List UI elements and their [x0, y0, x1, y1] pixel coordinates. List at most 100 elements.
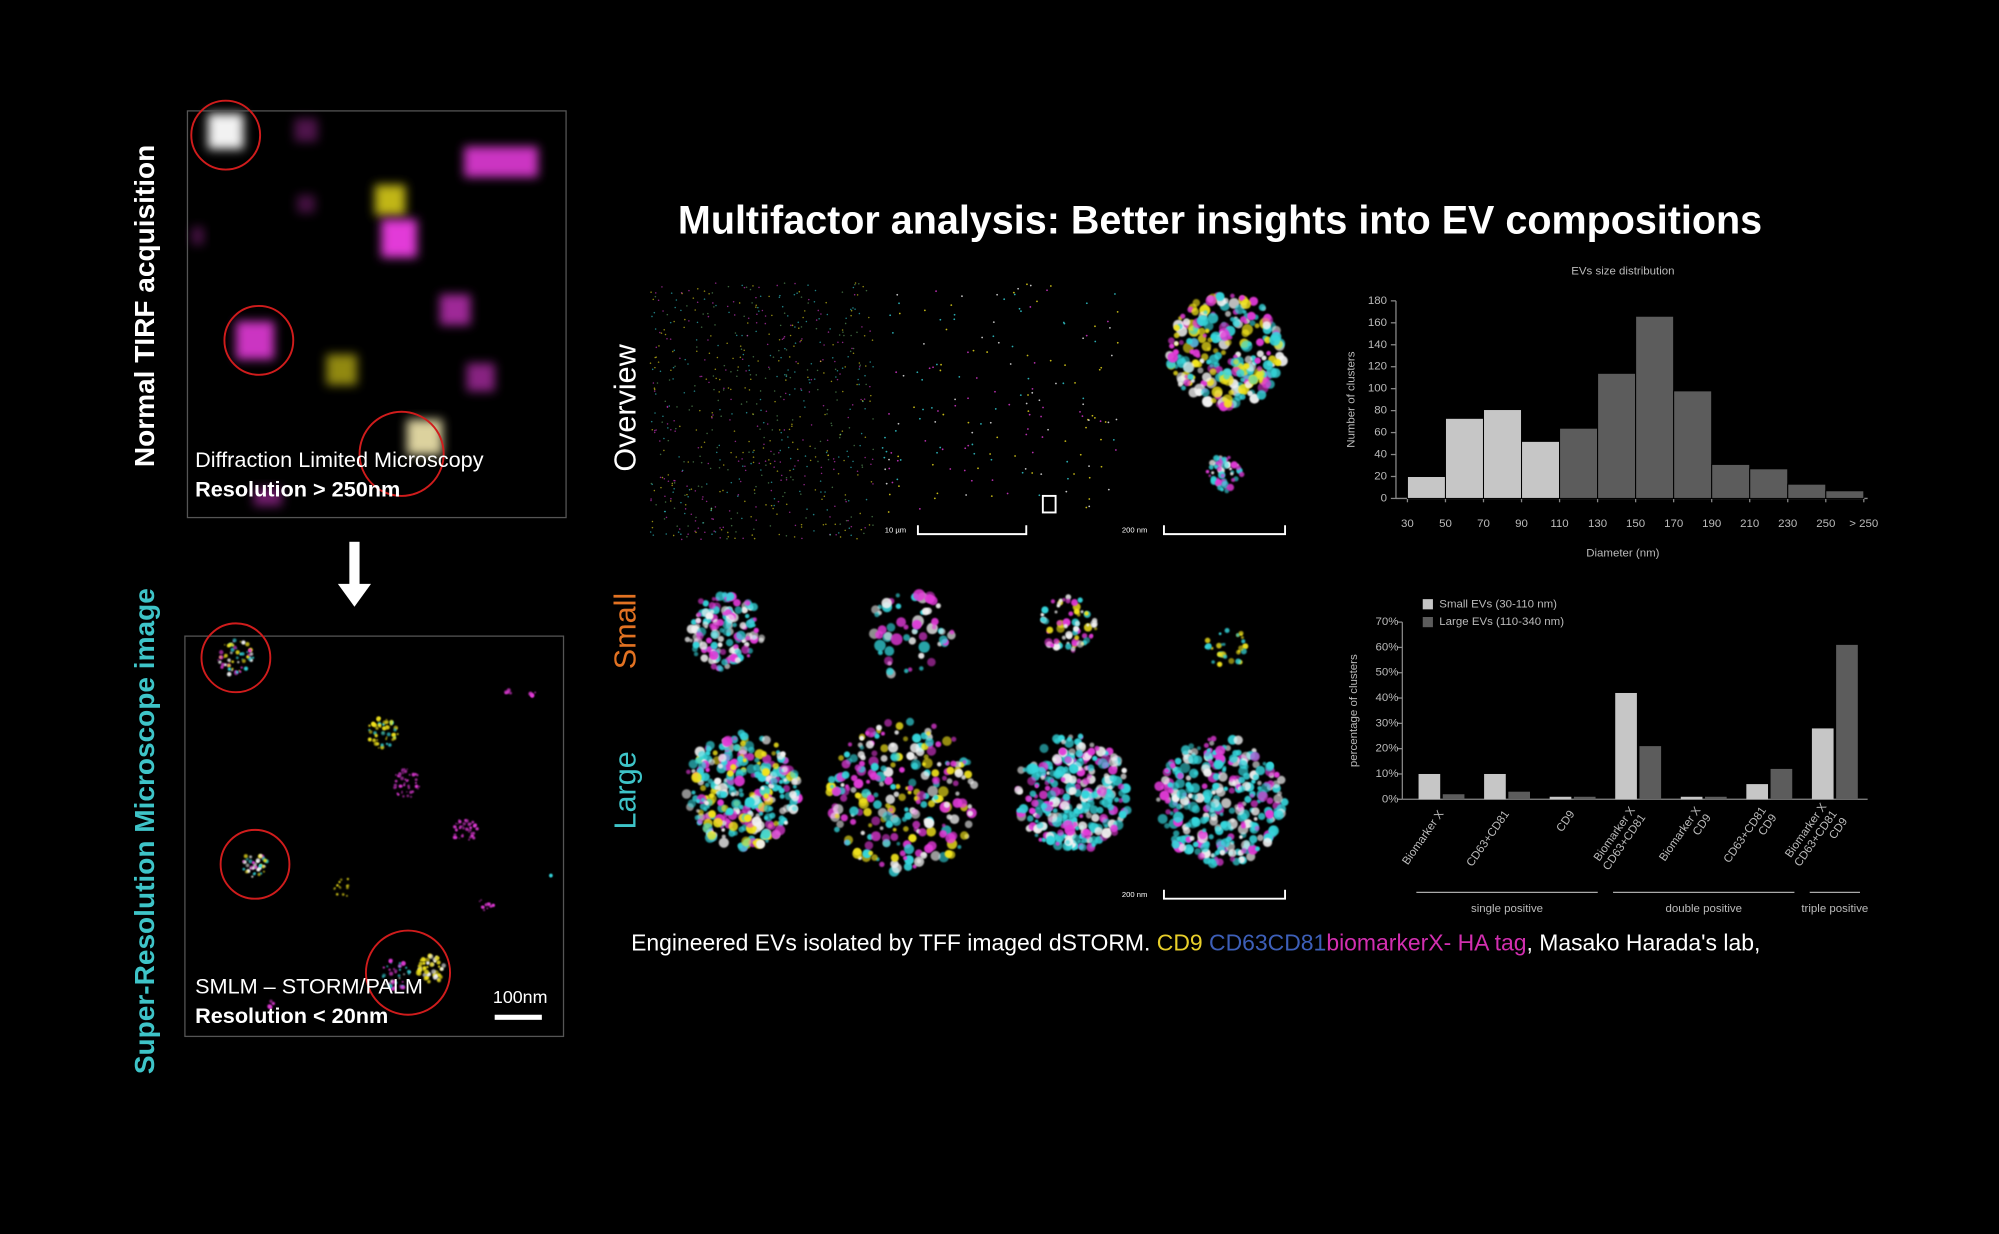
- localization: [931, 617, 939, 626]
- localization: [841, 430, 844, 432]
- localization: [898, 485, 900, 488]
- localization: [1009, 363, 1012, 365]
- localization: [1202, 818, 1208, 824]
- localization: [792, 776, 802, 785]
- localization: [884, 468, 887, 471]
- localization: [755, 322, 758, 324]
- localization: [403, 769, 408, 774]
- localization: [1222, 765, 1227, 770]
- localization: [879, 826, 884, 831]
- localization: [1250, 800, 1258, 808]
- localization: [705, 804, 710, 809]
- sr-frame: [184, 635, 565, 1038]
- localization: [473, 823, 477, 827]
- localization: [257, 872, 261, 877]
- localization: [1171, 840, 1180, 849]
- localization: [1223, 373, 1230, 380]
- localization: [698, 751, 706, 759]
- localization: [731, 413, 733, 415]
- localization: [822, 358, 824, 361]
- localization: [268, 1004, 273, 1010]
- sr-resolution: Resolution < 20nm: [195, 1003, 388, 1028]
- localization: [850, 309, 853, 312]
- localization: [1044, 785, 1051, 792]
- localization: [797, 321, 800, 324]
- localization: [741, 517, 743, 520]
- localization: [662, 310, 664, 312]
- localization: [1208, 464, 1214, 470]
- localization: [890, 833, 899, 841]
- localization: [227, 658, 231, 662]
- localization: [765, 464, 767, 466]
- localization: [686, 305, 688, 307]
- localization: [809, 445, 811, 448]
- localization: [907, 667, 913, 672]
- localization: [748, 389, 751, 391]
- localization: [1187, 373, 1194, 380]
- localization: [403, 768, 406, 771]
- localization: [1094, 827, 1103, 836]
- localization: [528, 691, 533, 696]
- localization: [723, 364, 726, 367]
- localization: [753, 449, 755, 452]
- localization: [850, 334, 852, 337]
- localization: [1026, 796, 1032, 802]
- localization: [251, 656, 255, 660]
- localization: [936, 795, 944, 803]
- localization: [904, 807, 909, 812]
- localization: [680, 538, 683, 541]
- localization: [1208, 474, 1212, 478]
- localization: [398, 968, 401, 971]
- localization: [674, 365, 676, 368]
- localization: [846, 450, 848, 452]
- localization: [1179, 762, 1191, 774]
- localization: [696, 612, 702, 618]
- localization: [839, 523, 841, 525]
- localization: [837, 472, 840, 475]
- localization: [885, 450, 888, 453]
- localization: [694, 520, 697, 522]
- localization: [706, 432, 708, 435]
- localization: [918, 652, 925, 659]
- localization: [707, 830, 717, 840]
- localization: [251, 867, 255, 870]
- localization: [778, 338, 781, 341]
- localization: [735, 456, 738, 458]
- localization: [944, 850, 953, 858]
- localization: [718, 837, 729, 848]
- localization: [749, 630, 759, 641]
- localization: [1201, 388, 1210, 397]
- localization: [649, 531, 652, 533]
- localization: [910, 759, 922, 770]
- localization: [822, 404, 825, 407]
- localization: [757, 306, 759, 309]
- localization: [1068, 611, 1074, 617]
- localization: [797, 362, 799, 365]
- localization: [785, 379, 787, 381]
- localization: [398, 772, 402, 776]
- localization: [1189, 768, 1199, 779]
- localization: [790, 476, 792, 478]
- localization: [403, 973, 406, 976]
- localization: [847, 519, 849, 522]
- localization: [737, 494, 740, 496]
- localization: [713, 388, 715, 391]
- localization: [422, 961, 426, 965]
- localization: [761, 474, 763, 477]
- localization: [890, 633, 903, 646]
- localization: [1239, 835, 1243, 839]
- localization: [1038, 494, 1041, 497]
- localization: [1211, 660, 1215, 664]
- localization: [945, 328, 948, 331]
- localization: [219, 655, 222, 659]
- localization: [967, 351, 969, 354]
- localization: [825, 523, 827, 526]
- localization: [826, 313, 829, 316]
- localization: [1216, 642, 1222, 649]
- caption: Engineered EVs isolated by TFF imaged dS…: [631, 930, 1760, 956]
- localization: [858, 312, 861, 315]
- localization: [1228, 777, 1234, 782]
- localization: [751, 816, 762, 827]
- localization: [920, 771, 930, 780]
- localization: [852, 307, 854, 309]
